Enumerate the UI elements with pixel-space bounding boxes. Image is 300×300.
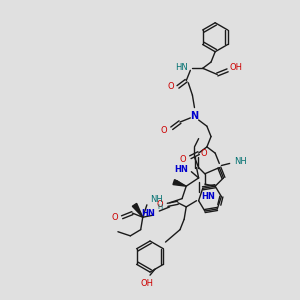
Text: O: O xyxy=(111,213,118,222)
Text: OH: OH xyxy=(140,279,153,288)
Text: HN: HN xyxy=(174,165,188,174)
Text: N: N xyxy=(190,111,199,121)
Text: OH: OH xyxy=(230,63,243,72)
Text: O: O xyxy=(201,148,207,158)
Polygon shape xyxy=(132,203,143,217)
Text: NH: NH xyxy=(150,195,163,204)
Text: O: O xyxy=(161,126,168,135)
Text: O: O xyxy=(167,82,174,91)
Text: H: H xyxy=(157,204,163,210)
Text: O: O xyxy=(157,200,164,209)
Text: O: O xyxy=(180,155,186,164)
Text: NH: NH xyxy=(234,157,247,166)
Text: HN: HN xyxy=(202,192,216,201)
Text: HN: HN xyxy=(176,63,188,72)
Text: HN: HN xyxy=(141,208,155,217)
Polygon shape xyxy=(173,180,186,186)
